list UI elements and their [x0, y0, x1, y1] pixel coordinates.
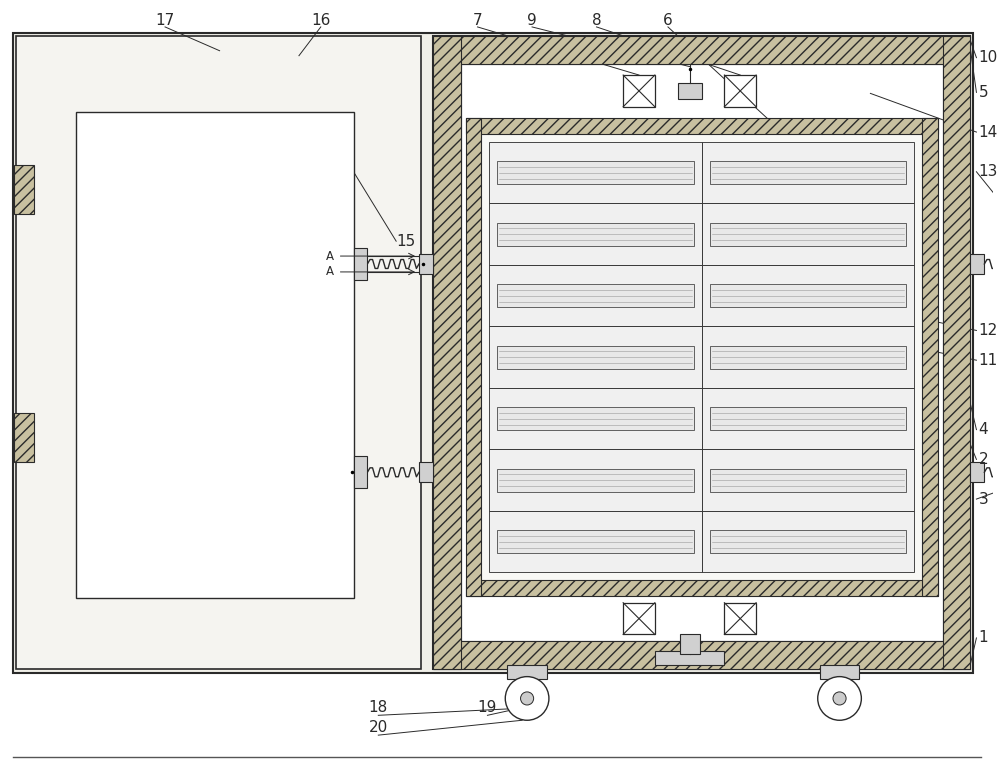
Bar [710, 284, 906, 308]
Bar [497, 530, 694, 554]
Bar [16, 36, 421, 668]
Bar [354, 248, 367, 280]
Text: 1: 1 [978, 631, 988, 645]
Bar [702, 449, 914, 511]
Bar [14, 412, 34, 463]
Bar [702, 265, 914, 326]
Bar [702, 511, 914, 573]
Bar [970, 254, 984, 274]
Bar [820, 665, 859, 678]
Text: 4: 4 [978, 423, 988, 437]
Bar [702, 326, 914, 388]
Bar [433, 641, 970, 668]
Bar [623, 603, 655, 635]
Bar [481, 134, 922, 581]
Bar [489, 511, 702, 573]
Text: 5: 5 [978, 85, 988, 100]
Bar [461, 64, 943, 641]
Bar [702, 388, 914, 449]
Text: 12: 12 [978, 323, 998, 338]
Bar [970, 463, 984, 482]
Bar [419, 463, 433, 482]
Bar [13, 33, 973, 672]
Bar [466, 118, 481, 596]
Bar [497, 223, 694, 246]
Bar [497, 407, 694, 430]
Bar [433, 36, 970, 64]
Bar [710, 223, 906, 246]
Text: A: A [326, 265, 334, 278]
Text: 15: 15 [396, 234, 415, 249]
Bar [466, 581, 938, 596]
Bar [710, 407, 906, 430]
Bar [419, 254, 433, 274]
Bar [680, 635, 700, 655]
Bar [489, 388, 702, 449]
Bar [497, 284, 694, 308]
Bar [354, 456, 367, 488]
Bar [489, 204, 702, 265]
Text: 6: 6 [663, 13, 673, 29]
Text: 8: 8 [592, 13, 601, 29]
Circle shape [505, 677, 549, 720]
Bar [922, 118, 938, 596]
Text: A: A [326, 250, 334, 263]
Bar [433, 36, 461, 668]
Text: 20: 20 [369, 719, 388, 735]
Text: 19: 19 [478, 700, 497, 715]
Text: 11: 11 [978, 352, 998, 368]
Bar [710, 345, 906, 369]
Bar [710, 530, 906, 554]
Text: 7: 7 [473, 13, 482, 29]
Bar [724, 75, 756, 106]
Bar [489, 449, 702, 511]
Bar [14, 165, 34, 214]
Circle shape [818, 677, 861, 720]
Circle shape [833, 692, 846, 705]
Bar [507, 665, 547, 678]
Bar [489, 265, 702, 326]
Bar [489, 142, 702, 204]
Bar [497, 161, 694, 184]
Text: 17: 17 [155, 13, 175, 29]
Bar [724, 603, 756, 635]
Bar [943, 36, 970, 668]
Bar [710, 161, 906, 184]
Bar [466, 118, 938, 134]
Bar [433, 36, 970, 668]
Text: 18: 18 [369, 700, 388, 715]
Bar [702, 142, 914, 204]
Bar [655, 651, 724, 665]
Text: 10: 10 [978, 50, 998, 66]
Bar [76, 113, 354, 598]
Bar [489, 326, 702, 388]
Bar [623, 75, 655, 106]
Circle shape [521, 692, 534, 705]
Bar [710, 469, 906, 492]
Text: 16: 16 [311, 13, 330, 29]
Text: 3: 3 [978, 492, 988, 507]
Bar [678, 83, 702, 99]
Bar [497, 469, 694, 492]
Text: 14: 14 [978, 125, 998, 140]
Bar [497, 345, 694, 369]
Text: 2: 2 [978, 452, 988, 467]
Text: 13: 13 [978, 164, 998, 179]
Bar [702, 204, 914, 265]
Text: 9: 9 [527, 13, 537, 29]
